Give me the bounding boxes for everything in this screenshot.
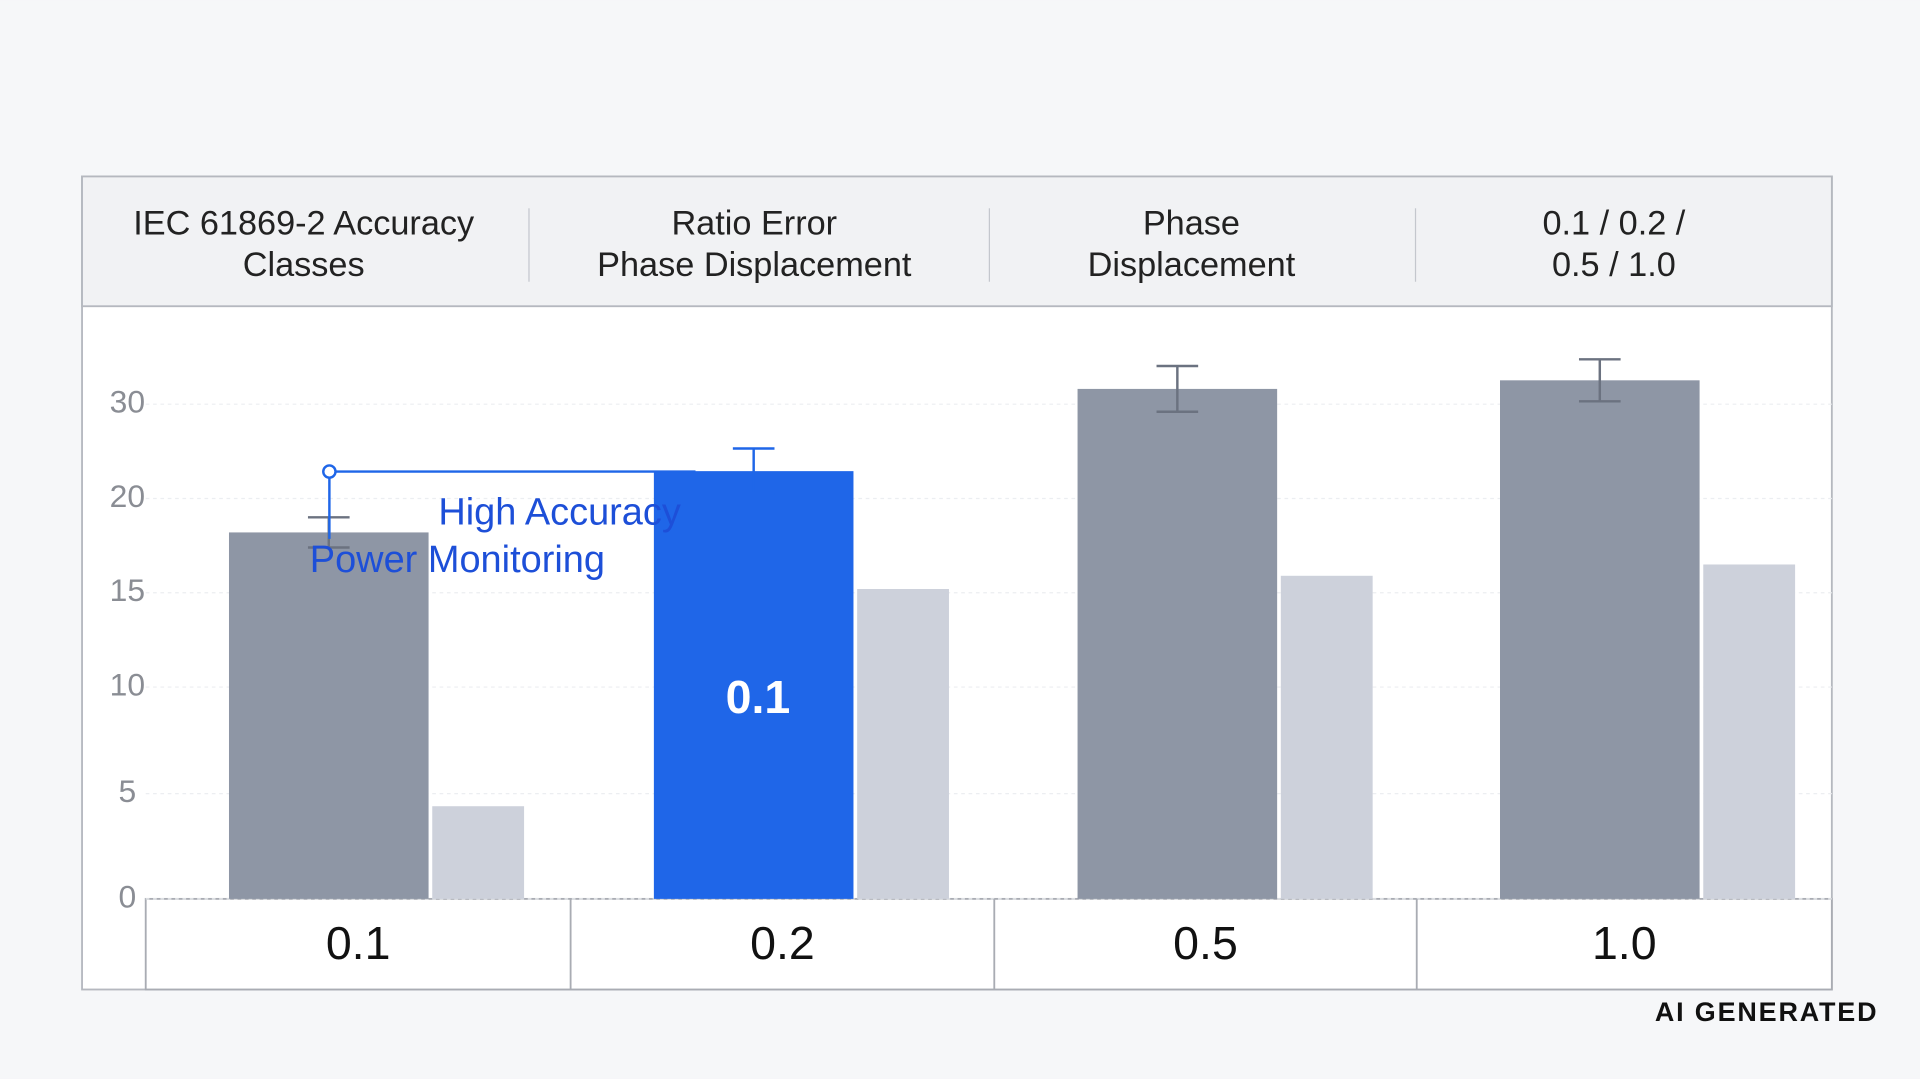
bar	[1500, 380, 1700, 899]
y-tick-label: 30	[110, 384, 145, 420]
plot: 0 5 10 15 20 30 IEC 61869-2 Accuracy Classes Rat…	[110, 204, 1878, 1027]
bar	[857, 588, 949, 899]
error-bar	[1578, 358, 1621, 403]
y-tick-label: 0	[118, 878, 136, 914]
header-text: Phase	[1143, 204, 1240, 242]
y-tick-label: 20	[110, 478, 145, 514]
bar	[432, 806, 525, 899]
category-row	[144, 897, 1833, 991]
header-text: Classes	[243, 246, 365, 284]
bar	[228, 532, 429, 899]
header-text: 0.5 / 1.0	[1552, 246, 1676, 284]
header-text: Displacement	[1088, 246, 1296, 284]
bar	[653, 471, 854, 899]
y-tick-label: 10	[110, 666, 145, 702]
bar-label: 0.1	[726, 671, 791, 723]
header-text: IEC 61869-2 Accuracy	[133, 204, 475, 242]
header-text: 0.1 / 0.2 /	[1542, 204, 1685, 242]
error-bar	[732, 447, 775, 495]
annotation-dot	[322, 464, 337, 479]
x-tick-label: 0.5	[1173, 917, 1238, 969]
y-tick-label: 5	[118, 773, 136, 809]
x-tick-label: 1.0	[1592, 917, 1657, 969]
header-text: Phase Displacement	[597, 246, 912, 284]
y-tick-label: 15	[110, 572, 145, 608]
annotation-text: Power Monitoring	[310, 539, 605, 581]
annotation-text: High Accuracy	[438, 491, 681, 533]
bar	[1077, 388, 1278, 899]
header-text: Ratio Error	[671, 204, 837, 242]
bar	[1703, 564, 1796, 899]
x-tick-label: 0.2	[750, 917, 815, 969]
bar	[1280, 575, 1373, 899]
x-tick-label: 0.1	[326, 917, 391, 969]
watermark: AI GENERATED	[1655, 997, 1878, 1027]
header-row	[81, 175, 1833, 308]
error-bar	[1156, 364, 1199, 413]
